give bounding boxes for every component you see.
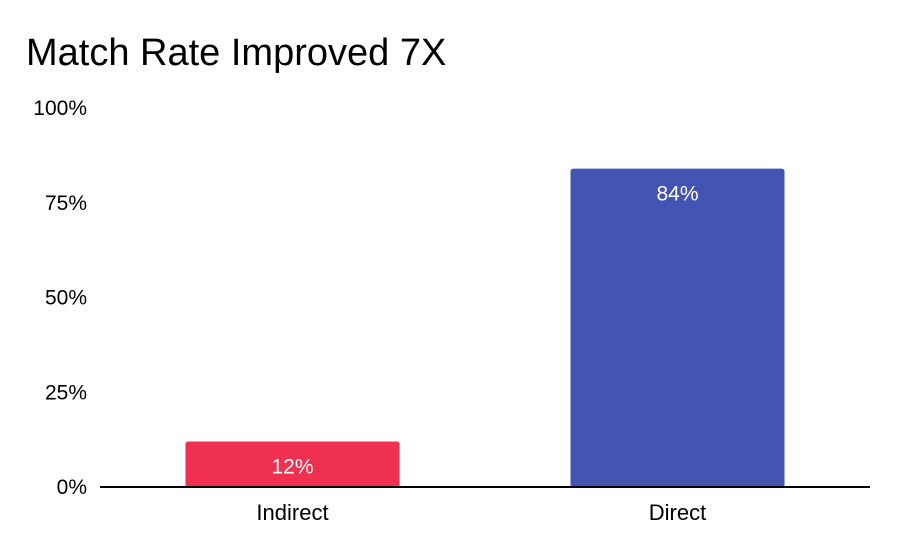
y-tick-label: 25%	[45, 381, 87, 404]
bar-indirect	[185, 441, 400, 487]
y-tick-label: 75%	[45, 192, 87, 215]
y-tick-label: 0%	[57, 476, 87, 499]
y-tick-label: 50%	[45, 287, 87, 310]
chart-title: Match Rate Improved 7X	[26, 32, 447, 74]
x-category-label: Indirect	[256, 500, 328, 525]
x-category-label: Direct	[649, 500, 706, 525]
y-tick-label: 100%	[33, 97, 87, 120]
data-label: 84%	[656, 183, 698, 206]
data-label: 12%	[271, 456, 313, 479]
bar-direct	[570, 168, 785, 487]
